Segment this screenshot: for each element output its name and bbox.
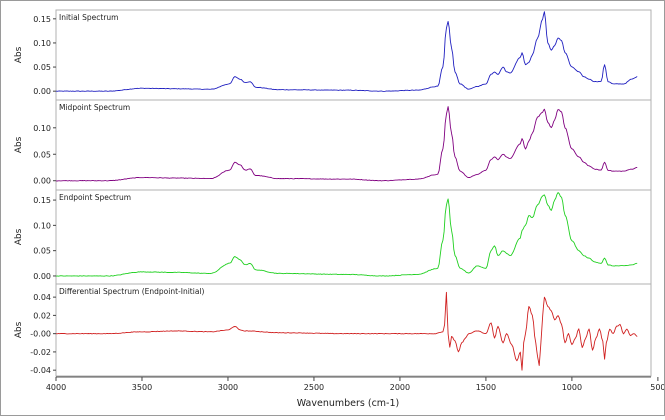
x-tick-label: 1500 — [476, 383, 496, 392]
panel-border — [55, 189, 652, 285]
spectrum-series-line — [55, 291, 638, 371]
y-tick-label: 0.15 — [33, 15, 51, 24]
spectrum-series-line — [55, 192, 638, 277]
x-axis: 4000 3500 3000 2500 2000 1500 1000 500 — [46, 376, 665, 392]
spectrum-panel-1: 0.00 0.05 0.10 0.15 Abs Initial Spectrum — [14, 9, 652, 101]
x-tick-label: 500 — [650, 383, 664, 392]
y-axis-label: Abs — [14, 46, 24, 63]
y-tick-label: 0.04 — [33, 293, 51, 302]
x-tick-label: 2000 — [390, 383, 410, 392]
y-tick-label: -0.00 — [30, 330, 51, 339]
spectrum-panel-2: 0.00 0.05 0.10 Abs Midpoint Spectrum — [14, 99, 652, 191]
panel-title: Initial Spectrum — [59, 13, 118, 22]
y-tick-label: 0.00 — [33, 177, 51, 186]
y-axis-label: Abs — [14, 136, 24, 153]
spectrum-panel-4: 0.04 0.02 -0.00 -0.02 -0.04 Abs Differential S… — [14, 283, 652, 377]
y-tick-label: 0.05 — [33, 63, 51, 72]
y-tick-label: -0.04 — [30, 366, 51, 375]
panel-title: Endpoint Spectrum — [59, 193, 131, 202]
y-tick-label: 0.10 — [33, 221, 51, 230]
x-axis-label: Wavenumbers (cm-1) — [297, 398, 399, 409]
y-tick-label: 0.00 — [33, 87, 51, 96]
panel-title: Midpoint Spectrum — [59, 103, 130, 112]
y-tick-label: 0.15 — [33, 196, 51, 205]
y-tick-label: 0.10 — [33, 39, 51, 48]
spectrum-series-line — [55, 11, 638, 92]
y-axis-label: Abs — [14, 228, 24, 245]
x-tick-label: 2500 — [304, 383, 324, 392]
y-tick-label: 0.05 — [33, 150, 51, 159]
y-tick-label: 0.10 — [33, 124, 51, 133]
panel-title: Differential Spectrum (Endpoint-Initial) — [59, 287, 205, 296]
x-tick-label: 1000 — [562, 383, 582, 392]
spectrum-series-line — [55, 106, 638, 182]
spectrum-panel-3: 0.00 0.05 0.10 0.15 Abs Endpoint Spectrum — [14, 189, 652, 285]
y-tick-label: 0.05 — [33, 247, 51, 256]
y-tick-label: 0.02 — [33, 311, 51, 320]
panel-border — [55, 283, 652, 377]
x-tick-label: 3000 — [218, 383, 238, 392]
y-tick-label: -0.02 — [30, 348, 51, 357]
y-tick-label: 0.00 — [33, 272, 51, 281]
y-axis-label: Abs — [14, 321, 24, 338]
x-tick-label: 3500 — [132, 383, 152, 392]
panel-border — [55, 9, 652, 101]
x-tick-label: 4000 — [46, 383, 66, 392]
